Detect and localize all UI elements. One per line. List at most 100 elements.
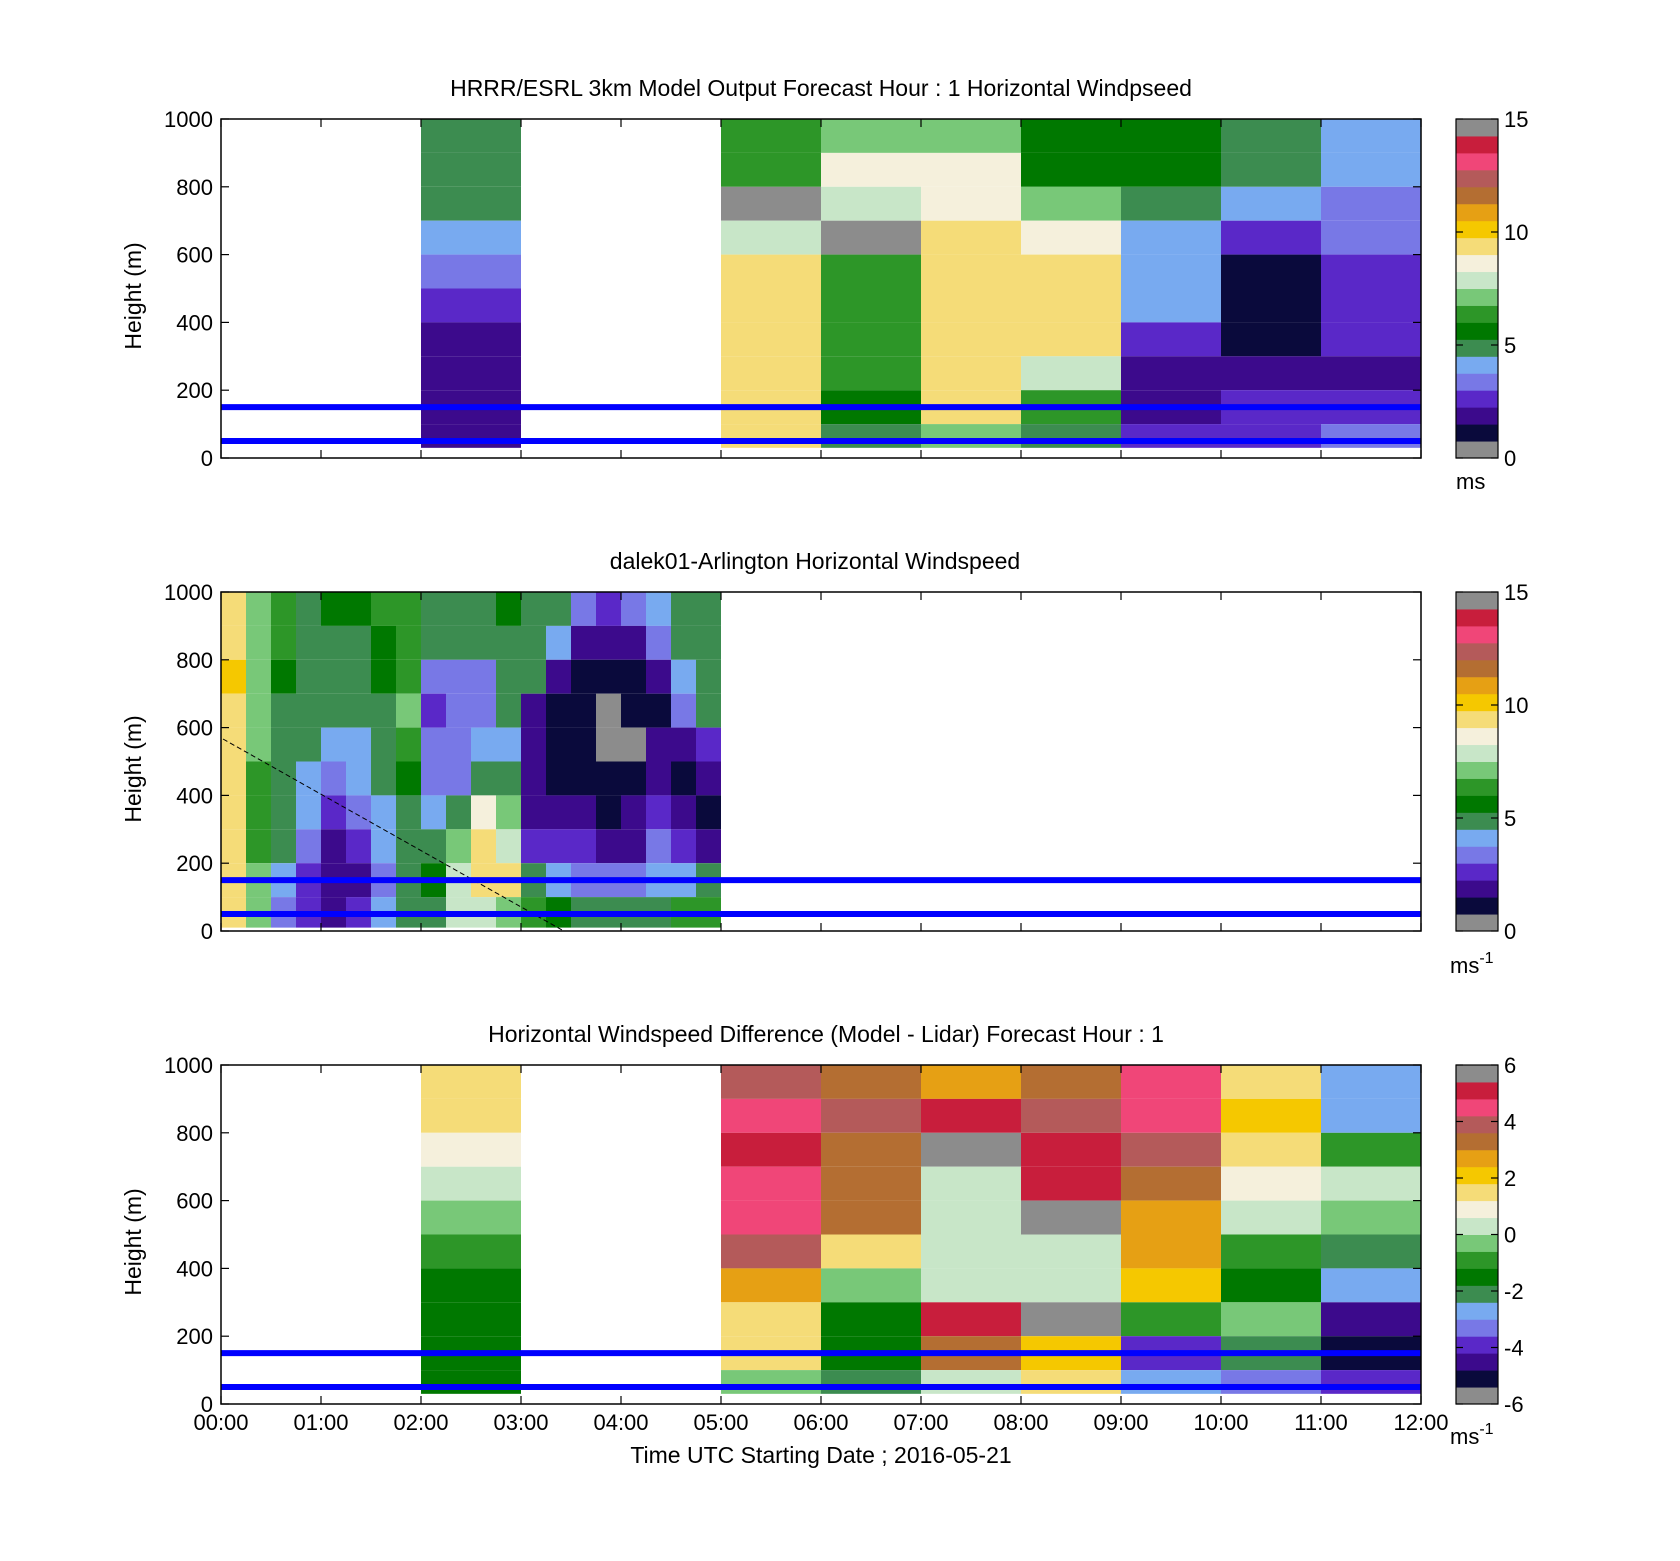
heatmap-cell [921,288,1021,323]
heatmap-cell [621,659,646,694]
x-ticks [220,119,1422,458]
heatmap-cell [346,693,371,728]
heatmap-cell [596,795,621,830]
heatmap-cell [1221,1065,1321,1099]
colorbar-segment [1456,897,1498,915]
colorbar-segment [1456,390,1498,408]
heatmap-cell [421,356,521,391]
heatmap-cell [496,693,521,728]
heatmap-cell [1121,152,1221,187]
heatmap-cell [921,1302,1021,1337]
heatmap-cell [1321,119,1421,153]
heatmap-cell [1121,1098,1221,1133]
colorbar-segment [1456,1183,1498,1202]
heatmap-cell [1321,1268,1421,1303]
heatmap-cell [1221,1166,1321,1201]
colorbar-segment [1456,676,1498,695]
heatmap-cell [1121,1268,1221,1303]
heatmap-cell [471,659,496,694]
heatmap-cell [1221,424,1321,448]
heatmap-cell [271,829,296,864]
heatmap-cell [271,795,296,830]
heatmap-cell [521,727,546,762]
colorbar-segment [1456,339,1498,357]
heatmap-cell [371,625,396,660]
heatmap-cell [221,659,246,694]
colorbar-tick-label: 15 [1504,580,1528,605]
heatmap-cell [546,625,571,660]
heatmap-cell [421,1370,521,1394]
heatmap-cell [496,659,521,694]
colorbar-segment [1456,373,1498,391]
heatmap-cell [421,1302,521,1337]
colorbar-segment [1456,1387,1498,1405]
heatmap-cell [221,795,246,830]
heatmap-cell [296,693,321,728]
colorbar-tick-label: -4 [1504,1336,1524,1361]
x-tick-label: 01:00 [293,1410,348,1435]
heatmap-cell [696,659,721,694]
heatmap-cell [1321,1302,1421,1337]
heatmap-cell [821,1132,921,1167]
heatmap-cell [421,119,521,153]
heatmap-cell [271,693,296,728]
colorbar-segment [1456,1065,1498,1083]
colorbar-segment [1456,254,1498,273]
heatmap-cell [521,659,546,694]
panel-difference: Horizontal Windspeed Difference (Model -… [120,1021,1524,1449]
heatmap-cell [1321,186,1421,221]
heatmap-cell [1121,186,1221,221]
heatmap-cell [1021,1098,1121,1133]
heatmap-cell [821,186,921,221]
heatmap-cell [1221,1370,1321,1394]
heatmap-cell [921,1268,1021,1303]
heatmap-cell [821,1166,921,1201]
heatmap-cell [1221,356,1321,391]
heatmap-cell [421,693,446,728]
heatmap-cell [821,1200,921,1235]
colorbar-segment [1456,812,1498,830]
heatmap-cell [471,625,496,660]
heatmap-cell [821,220,921,255]
heatmap-cell [571,592,596,626]
x-tick-label: 04:00 [593,1410,648,1435]
x-tick-label: 10:00 [1193,1410,1248,1435]
heatmap-cell [596,693,621,728]
heatmap-cell [246,592,271,626]
colorbar-segment [1456,795,1498,813]
heatmap-cell [421,1234,521,1269]
heatmap-cell [821,1370,921,1394]
colorbar-segment [1456,625,1498,644]
heatmap-cell [921,1200,1021,1235]
heatmap-cell [721,1065,821,1099]
y-axis-label: Height (m) [120,242,146,349]
heatmap-cell [446,693,471,728]
colorbar-segment [1456,1285,1498,1303]
colorbar-segment [1456,642,1498,661]
heatmap-cell [371,592,396,626]
colorbar-segment [1456,761,1498,779]
heatmap-cell [496,727,521,762]
heatmap-cell [721,1166,821,1201]
heatmap-cell [1021,152,1121,187]
heatmap-cell [696,592,721,626]
colorbar: 0 5 10 15 [1455,580,1528,944]
y-tick-label: 600 [176,716,213,741]
heatmap-cell [821,254,921,289]
heatmap-cell [1321,322,1421,357]
heatmap-cell [221,625,246,660]
heatmap-cell [346,761,371,796]
colorbar-segment [1456,135,1498,154]
heatmap-cell [721,1132,821,1167]
heatmap-cell [471,761,496,796]
heatmap-cell [321,829,346,864]
x-tick-label: 06:00 [793,1410,848,1435]
heatmap-cell [421,1098,521,1133]
heatmap-cell [296,659,321,694]
colorbar-tick-label: 2 [1504,1166,1516,1191]
x-tick-label: 05:00 [693,1410,748,1435]
y-tick-label: 0 [201,919,213,944]
heatmap-cell [246,795,271,830]
colorbar-tick-label: 15 [1504,107,1528,132]
y-ticks: 0 200 400 600 800 1000 [164,580,1421,944]
